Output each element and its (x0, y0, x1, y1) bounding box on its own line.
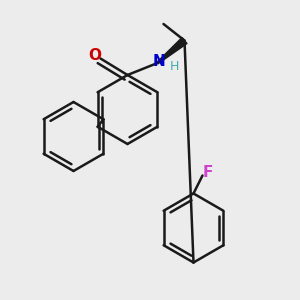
Text: N: N (153, 54, 165, 69)
Polygon shape (157, 38, 187, 64)
Text: O: O (88, 48, 102, 63)
Text: F: F (203, 165, 213, 180)
Text: H: H (170, 59, 180, 73)
